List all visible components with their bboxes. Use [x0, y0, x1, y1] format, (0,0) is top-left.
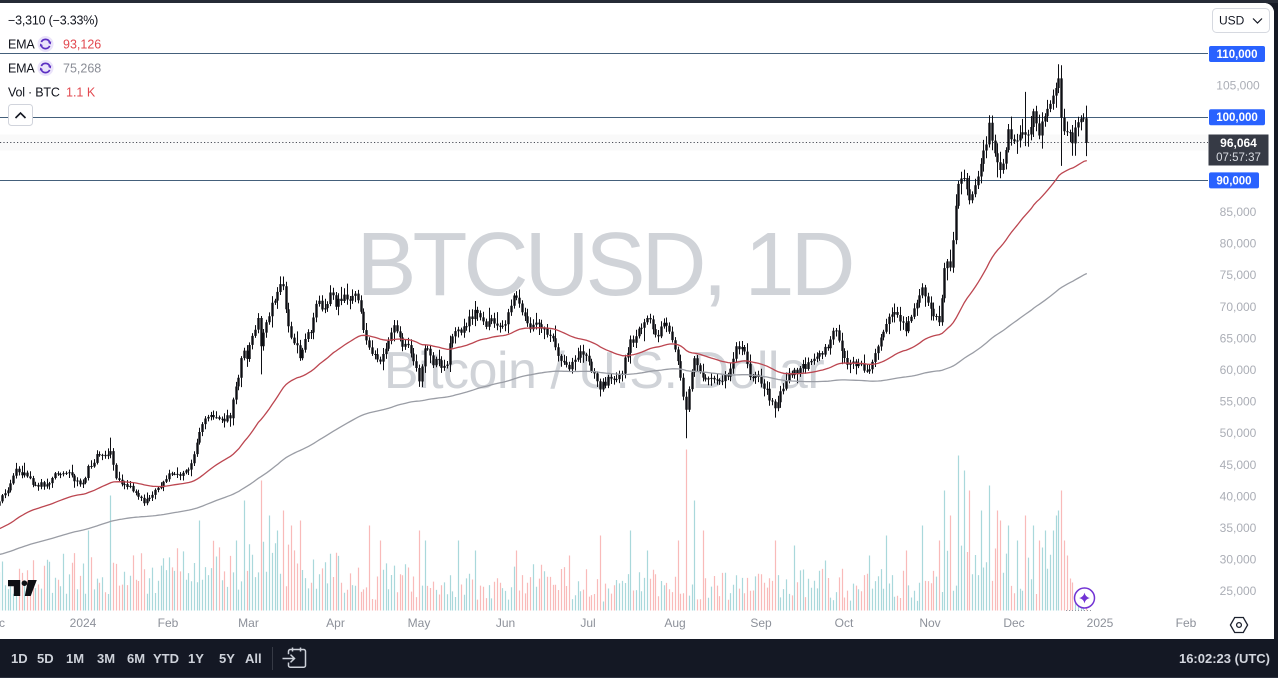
svg-text:60,000: 60,000 [1220, 363, 1257, 377]
svg-text:Jun: Jun [496, 616, 515, 630]
svg-text:50,000: 50,000 [1220, 426, 1257, 440]
svg-text:96,064: 96,064 [1220, 136, 1257, 150]
svg-text:35,000: 35,000 [1220, 521, 1257, 535]
svg-text:EMA: EMA [8, 62, 35, 76]
svg-text:75,268: 75,268 [63, 62, 101, 76]
svg-text:Nov: Nov [919, 616, 940, 630]
svg-text:Feb: Feb [1176, 616, 1197, 630]
svg-text:70,000: 70,000 [1220, 300, 1257, 314]
svg-text:Aug: Aug [664, 616, 685, 630]
svg-text:2025: 2025 [1087, 616, 1114, 630]
svg-text:BTCUSD, 1D: BTCUSD, 1D [356, 215, 851, 315]
svg-text:80,000: 80,000 [1220, 237, 1257, 251]
svg-text:65,000: 65,000 [1220, 331, 1257, 345]
svg-text:75,000: 75,000 [1220, 268, 1257, 282]
svg-text:Feb: Feb [158, 616, 179, 630]
svg-text:105,000: 105,000 [1216, 79, 1260, 93]
svg-text:Dec: Dec [1003, 616, 1024, 630]
svg-text:30,000: 30,000 [1220, 553, 1257, 567]
svg-text:1.1 K: 1.1 K [66, 86, 96, 100]
svg-text:Vol · BTC: Vol · BTC [8, 86, 60, 100]
svg-text:EMA: EMA [8, 38, 35, 52]
svg-text:−3,310 (−3.33%): −3,310 (−3.33%) [8, 14, 98, 28]
svg-text:c: c [0, 616, 5, 630]
svg-text:55,000: 55,000 [1220, 395, 1257, 409]
svg-text:07:57:37: 07:57:37 [1216, 152, 1261, 164]
svg-text:40,000: 40,000 [1220, 489, 1257, 503]
svg-text:USD: USD [1219, 14, 1245, 28]
svg-text:25,000: 25,000 [1220, 584, 1257, 598]
svg-text:93,126: 93,126 [63, 38, 101, 52]
svg-text:Sep: Sep [750, 616, 772, 630]
svg-text:Jul: Jul [580, 616, 595, 630]
svg-text:May: May [408, 616, 431, 630]
svg-text:Apr: Apr [326, 616, 345, 630]
svg-text:110,000: 110,000 [1217, 49, 1258, 61]
svg-text:100,000: 100,000 [1216, 112, 1258, 124]
svg-text:90,000: 90,000 [1216, 175, 1251, 187]
svg-text:Mar: Mar [238, 616, 259, 630]
svg-text:2024: 2024 [70, 616, 97, 630]
svg-text:45,000: 45,000 [1220, 458, 1257, 472]
svg-text:85,000: 85,000 [1220, 205, 1257, 219]
svg-text:Oct: Oct [835, 616, 854, 630]
